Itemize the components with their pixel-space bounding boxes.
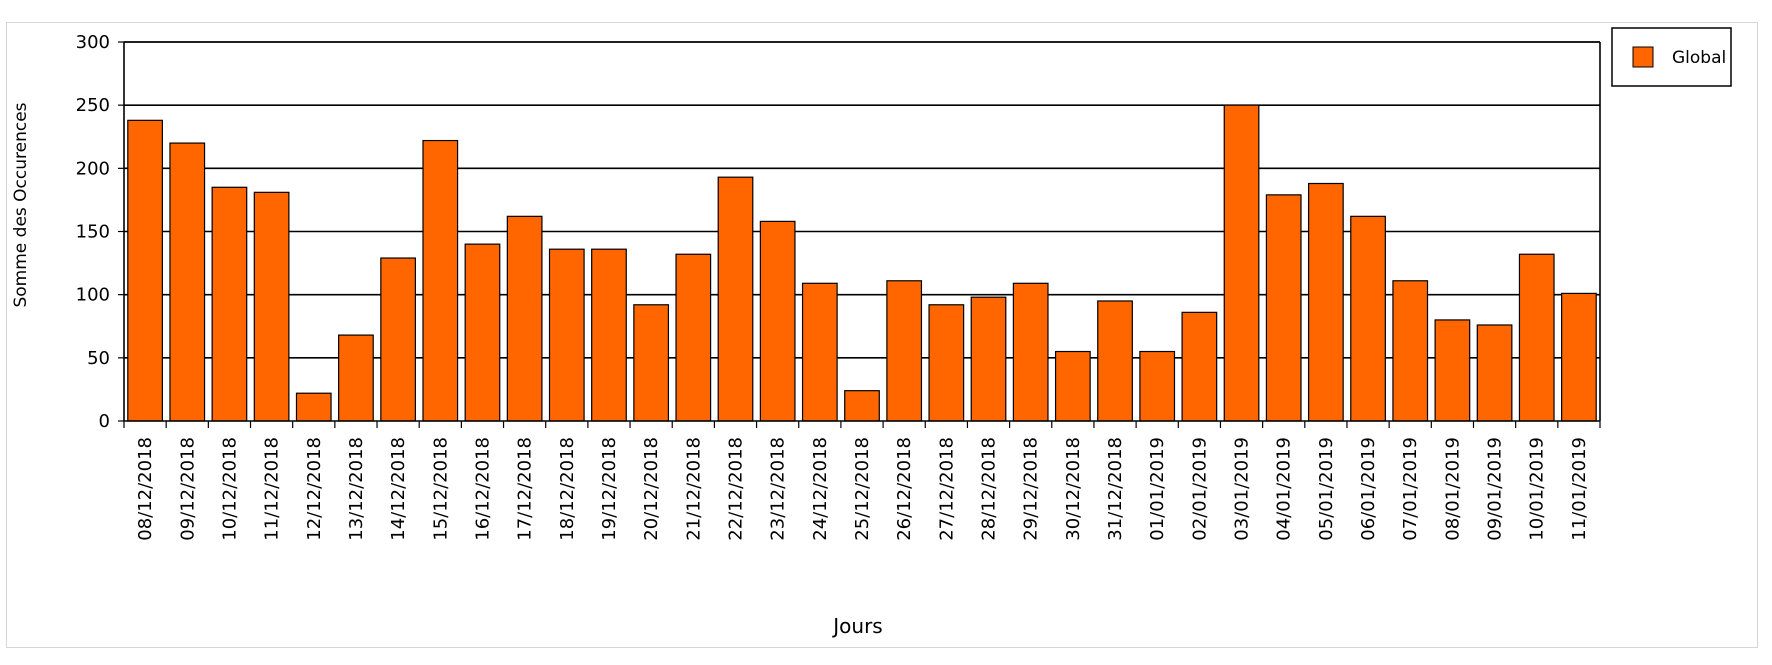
x-tick-label: 23/12/2018 bbox=[768, 437, 789, 541]
bar-04-01-2019 bbox=[1265, 194, 1302, 422]
x-tick-label: 20/12/2018 bbox=[641, 437, 662, 541]
x-tick-label: 09/01/2019 bbox=[1485, 437, 1506, 541]
y-tick-label: 0 bbox=[99, 411, 110, 432]
bar-18-12-2018 bbox=[548, 248, 585, 422]
bar-11-01-2019 bbox=[1561, 292, 1597, 422]
bar-20-12-2018 bbox=[633, 304, 670, 422]
bar-02-01-2019 bbox=[1181, 311, 1218, 422]
x-tick-label: 16/12/2018 bbox=[472, 437, 493, 541]
bar-21-12-2018 bbox=[675, 253, 712, 422]
x-tick-label: 01/01/2019 bbox=[1147, 437, 1168, 541]
x-tick-label: 06/01/2019 bbox=[1358, 437, 1379, 541]
bar-24-12-2018 bbox=[801, 282, 838, 422]
bar-03-01-2019 bbox=[1223, 104, 1260, 422]
bar-23-12-2018 bbox=[759, 220, 796, 422]
bar-27-12-2018 bbox=[928, 304, 965, 422]
x-tick-label: 10/01/2019 bbox=[1527, 437, 1548, 541]
bar-08-01-2019 bbox=[1434, 319, 1471, 422]
x-tick-label: 17/12/2018 bbox=[515, 437, 536, 541]
bar-06-01-2019 bbox=[1350, 215, 1386, 422]
x-tick-label: 13/12/2018 bbox=[346, 437, 367, 541]
x-tick-label: 18/12/2018 bbox=[557, 437, 578, 541]
x-tick-label: 14/12/2018 bbox=[388, 437, 409, 541]
x-tick-label: 21/12/2018 bbox=[683, 437, 704, 541]
x-tick-label: 04/01/2019 bbox=[1274, 437, 1295, 541]
x-tick-label: 30/12/2018 bbox=[1063, 437, 1084, 541]
x-tick-label: 22/12/2018 bbox=[725, 437, 746, 541]
bar-30-12-2018 bbox=[1054, 350, 1091, 422]
bar-26-12-2018 bbox=[886, 280, 923, 422]
x-tick-label: 02/01/2019 bbox=[1189, 437, 1210, 541]
bar-19-12-2018 bbox=[591, 248, 627, 422]
legend-box bbox=[1611, 27, 1732, 87]
bar-09-01-2019 bbox=[1476, 324, 1513, 422]
axes bbox=[118, 41, 1601, 428]
bar-08-12-2018 bbox=[127, 119, 163, 422]
y-tick-label: 200 bbox=[76, 158, 110, 179]
x-tick-label: 08/01/2019 bbox=[1442, 437, 1463, 541]
bar-10-01-2019 bbox=[1518, 253, 1555, 422]
bar-28-12-2018 bbox=[970, 296, 1007, 422]
bar-14-12-2018 bbox=[380, 257, 417, 422]
bar-17-12-2018 bbox=[506, 215, 543, 422]
y-tick-label: 150 bbox=[76, 222, 110, 243]
bar-15-12-2018 bbox=[422, 139, 459, 422]
y-axis-label: Somme des Occurences bbox=[11, 102, 31, 307]
bar-31-12-2018 bbox=[1097, 300, 1133, 422]
bar-01-01-2019 bbox=[1139, 350, 1176, 422]
chart-frame bbox=[6, 22, 1758, 648]
x-tick-label: 24/12/2018 bbox=[810, 437, 831, 541]
bar-29-12-2018 bbox=[1012, 282, 1049, 422]
x-tick-label: 28/12/2018 bbox=[979, 437, 1000, 541]
x-tick-label: 29/12/2018 bbox=[1021, 437, 1042, 541]
legend: Global bbox=[1611, 27, 1732, 87]
y-tick-labels: 0 50 100 150 200 250 300 bbox=[76, 32, 110, 432]
bar-22-12-2018 bbox=[717, 176, 754, 422]
x-tick-labels: 08/12/2018 09/12/2018 10/12/2018 11/12/2018… bbox=[135, 437, 1590, 541]
x-tick-label: 11/12/2018 bbox=[262, 437, 283, 541]
y-tick-label: 300 bbox=[76, 32, 110, 53]
y-tick-label: 100 bbox=[76, 285, 110, 306]
bar-13-12-2018 bbox=[338, 334, 374, 422]
bar-16-12-2018 bbox=[464, 243, 501, 422]
legend-swatch-global bbox=[1632, 46, 1654, 68]
bar-25-12-2018 bbox=[844, 390, 880, 422]
x-tick-label: 15/12/2018 bbox=[430, 437, 451, 541]
x-tick-label: 10/12/2018 bbox=[219, 437, 240, 541]
bar-11-12-2018 bbox=[253, 191, 290, 422]
x-tick-label: 12/12/2018 bbox=[304, 437, 325, 541]
x-tick-label: 27/12/2018 bbox=[936, 437, 957, 541]
x-tick-label: 11/01/2019 bbox=[1569, 437, 1590, 541]
x-tick-label: 08/12/2018 bbox=[135, 437, 156, 541]
x-tick-label: 03/01/2019 bbox=[1232, 437, 1253, 541]
x-tick-label: 05/01/2019 bbox=[1316, 437, 1337, 541]
bar-10-12-2018 bbox=[211, 186, 248, 422]
bar-09-12-2018 bbox=[169, 142, 206, 422]
y-tick-label: 50 bbox=[87, 348, 110, 369]
x-tick-label: 09/12/2018 bbox=[177, 437, 198, 541]
bar-07-01-2019 bbox=[1392, 280, 1429, 422]
bar-12-12-2018 bbox=[295, 392, 332, 422]
legend-label-global: Global bbox=[1672, 48, 1726, 68]
y-tick-label: 250 bbox=[76, 95, 110, 116]
x-tick-label: 07/01/2019 bbox=[1400, 437, 1421, 541]
x-tick-label: 25/12/2018 bbox=[852, 437, 873, 541]
x-tick-label: 19/12/2018 bbox=[599, 437, 620, 541]
x-axis-label: Jours bbox=[831, 614, 882, 638]
x-tick-label: 31/12/2018 bbox=[1105, 437, 1126, 541]
bar-05-01-2019 bbox=[1307, 182, 1344, 422]
x-tick-label: 26/12/2018 bbox=[894, 437, 915, 541]
bars bbox=[127, 104, 1597, 422]
